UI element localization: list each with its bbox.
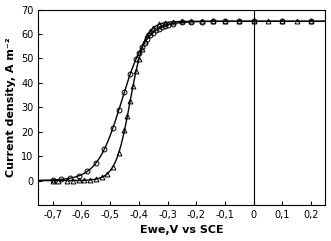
X-axis label: Ewe,V vs SCE: Ewe,V vs SCE [140, 225, 224, 235]
Y-axis label: Current density, A m⁻²: Current density, A m⁻² [6, 38, 16, 177]
